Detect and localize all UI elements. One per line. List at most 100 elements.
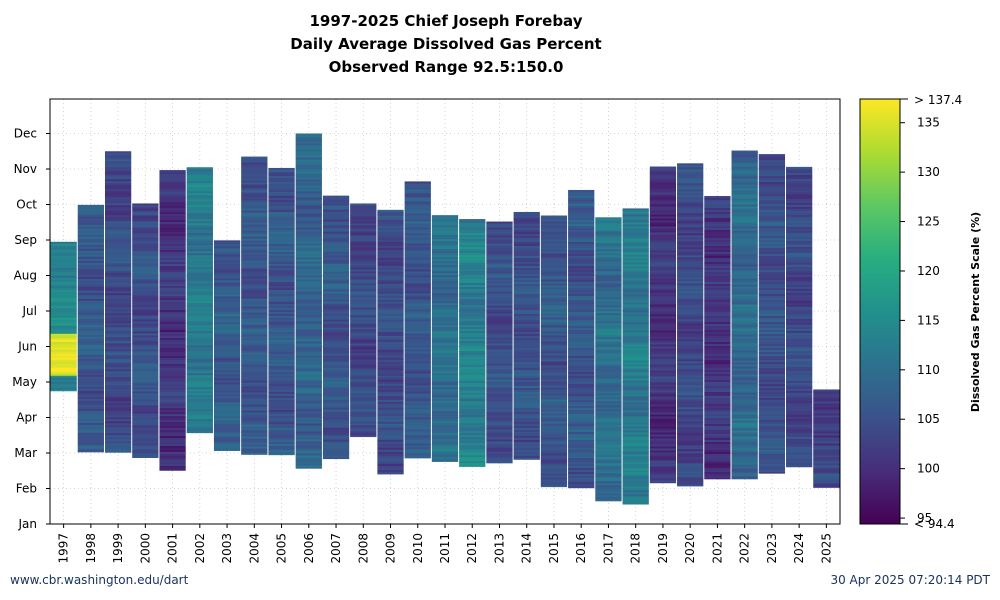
heatmap-cell	[431, 253, 459, 256]
heatmap-cell	[786, 348, 813, 352]
heatmap-cell	[404, 387, 431, 390]
heatmap-cell	[77, 356, 104, 360]
heatmap-cell	[786, 274, 813, 278]
heatmap-cell	[758, 348, 786, 351]
heatmap-cell	[77, 306, 104, 310]
heatmap-cell	[50, 243, 77, 247]
heatmap-cell	[350, 323, 377, 326]
heatmap-cell	[268, 225, 295, 229]
heatmap-cell	[159, 266, 186, 269]
heatmap-cell	[159, 324, 186, 327]
heatmap-cell	[513, 295, 540, 299]
heatmap-cell	[677, 397, 704, 400]
heatmap-cell	[568, 361, 595, 365]
heatmap-cell	[677, 265, 704, 268]
heatmap-cell	[677, 259, 704, 262]
heatmap-cell	[186, 237, 213, 240]
heatmap-cell	[268, 299, 295, 303]
heatmap-cell	[459, 453, 486, 456]
heatmap-cell	[486, 445, 513, 448]
heatmap-cell	[540, 365, 568, 368]
heatmap-cell	[786, 202, 813, 206]
heatmap-cell	[704, 453, 731, 457]
heatmap-cell	[350, 333, 377, 336]
heatmap-cell	[77, 326, 104, 330]
heatmap-cell	[513, 351, 540, 355]
heatmap-cell	[159, 188, 186, 191]
colorbar-min-label: < 94.4	[914, 517, 955, 531]
heatmap-cell	[758, 232, 786, 235]
source-url[interactable]: www.cbr.washington.edu/dart	[10, 573, 189, 587]
heatmap-cell	[295, 403, 322, 406]
heatmap-cell	[268, 191, 295, 195]
heatmap-cell	[295, 179, 322, 182]
x-tick-label: 2011	[438, 533, 452, 564]
heatmap-cell	[813, 407, 840, 410]
heatmap-cell	[513, 401, 540, 405]
heatmap-cell	[677, 439, 704, 442]
heatmap-cell	[731, 356, 758, 359]
heatmap-cell	[50, 257, 77, 261]
heatmap-cell	[677, 423, 704, 426]
heatmap-cell	[322, 251, 350, 255]
heatmap-cell	[731, 220, 758, 223]
heatmap-cell	[295, 199, 322, 202]
heatmap-cell	[758, 268, 786, 271]
heatmap-cell	[513, 327, 540, 331]
heatmap-cell	[459, 287, 486, 290]
heatmap-cell	[677, 177, 704, 180]
heatmap-cell	[677, 377, 704, 380]
heatmap-cell	[622, 210, 649, 213]
heatmap-cell	[295, 259, 322, 262]
heatmap-cell	[77, 230, 104, 234]
heatmap-cell	[431, 249, 459, 252]
heatmap-cell	[186, 271, 213, 274]
heatmap-cell	[540, 389, 568, 392]
heatmap-cell	[622, 336, 649, 339]
heatmap-cell	[813, 423, 840, 426]
heatmap-cell	[431, 391, 459, 394]
heatmap-cell	[540, 253, 568, 256]
heatmap-cell	[132, 365, 159, 368]
heatmap-cell	[622, 430, 649, 433]
heatmap-cell	[786, 384, 813, 388]
heatmap-cell	[104, 161, 132, 164]
heatmap-cell	[459, 305, 486, 308]
heatmap-cell	[568, 399, 595, 403]
heatmap-cell	[486, 429, 513, 432]
heatmap-cell	[404, 301, 431, 304]
heatmap-cell	[622, 226, 649, 229]
heatmap-cell	[704, 463, 731, 467]
heatmap-cell	[486, 283, 513, 286]
heatmap-cell	[731, 380, 758, 383]
heatmap-cell	[132, 301, 159, 304]
heatmap-cell	[268, 361, 295, 365]
heatmap-cell	[241, 174, 268, 177]
heatmap-cell	[268, 435, 295, 439]
heatmap-cell	[104, 359, 132, 362]
heatmap-cell	[595, 391, 622, 394]
heatmap-cell	[268, 243, 295, 247]
heatmap-cell	[813, 483, 840, 486]
heatmap-cell	[486, 319, 513, 322]
heatmap-cell	[704, 383, 731, 387]
heatmap-cell	[159, 352, 186, 355]
heatmap-cell	[350, 265, 377, 268]
heatmap-cell	[540, 471, 568, 474]
heatmap-cell	[622, 424, 649, 427]
heatmap-cell	[186, 241, 213, 244]
heatmap-cell	[540, 259, 568, 262]
heatmap-cell	[786, 208, 813, 212]
heatmap-cell	[268, 273, 295, 277]
heatmap-cell	[622, 496, 649, 499]
heatmap-cell	[486, 345, 513, 348]
heatmap-cell	[213, 392, 241, 395]
heatmap-cell	[159, 462, 186, 465]
heatmap-cell	[704, 325, 731, 329]
heatmap-cell	[350, 311, 377, 314]
heatmap-cell	[295, 405, 322, 408]
heatmap-cell	[677, 355, 704, 358]
heatmap-cell	[758, 336, 786, 339]
heatmap-cell	[704, 293, 731, 297]
heatmap-cell	[377, 447, 404, 451]
